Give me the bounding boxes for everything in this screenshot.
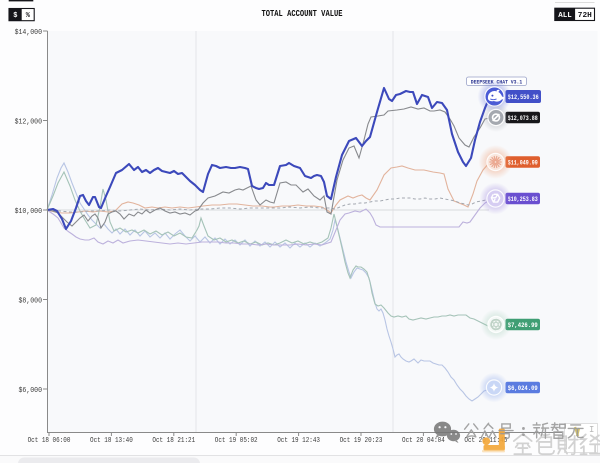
svg-text:TOTAL ACCOUNT VALUE: TOTAL ACCOUNT VALUE (262, 9, 343, 19)
svg-text:$14,000: $14,000 (15, 29, 42, 37)
svg-text:$6,024.09: $6,024.09 (508, 385, 538, 392)
svg-text:$11,049.99: $11,049.99 (508, 159, 538, 166)
svg-text:$8,000: $8,000 (19, 297, 43, 305)
svg-text:ALL: ALL (558, 12, 572, 20)
svg-text:$10,253.83: $10,253.83 (508, 196, 538, 203)
svg-text:Oct 19 05:02: Oct 19 05:02 (215, 437, 258, 445)
svg-text:$10,000: $10,000 (15, 208, 42, 216)
svg-text:$: $ (13, 12, 17, 20)
svg-text:I: I (589, 425, 594, 435)
svg-text:$7,426.99: $7,426.99 (508, 322, 538, 329)
svg-text:%: % (26, 12, 31, 20)
svg-text:Oct 18 13:40: Oct 18 13:40 (90, 437, 133, 445)
svg-text:Oct 19 20:23: Oct 19 20:23 (340, 437, 383, 445)
svg-text:72H: 72H (578, 12, 592, 20)
svg-text:$12,000: $12,000 (15, 118, 42, 126)
svg-text:$12,073.88: $12,073.88 (508, 115, 538, 122)
svg-text:Oct 18 21:21: Oct 18 21:21 (152, 437, 195, 445)
svg-text:Oct 19 12:43: Oct 19 12:43 (277, 437, 320, 445)
svg-text:$6,000: $6,000 (19, 387, 43, 395)
svg-text:Oct 18 06:00: Oct 18 06:00 (28, 437, 71, 445)
svg-text:Oct 20 04:04: Oct 20 04:04 (402, 437, 445, 445)
svg-text:$12,550.36: $12,550.36 (508, 94, 539, 101)
